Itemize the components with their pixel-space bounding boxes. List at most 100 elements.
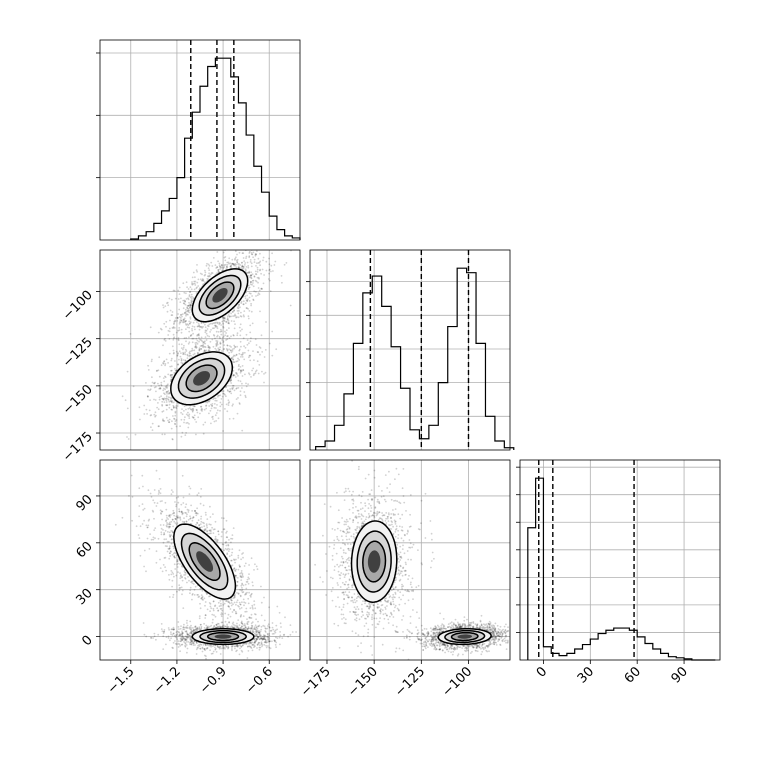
sample-point [243,615,245,617]
sample-point [174,360,176,362]
sample-point [223,252,225,254]
sample-point [198,519,200,521]
sample-point [154,489,156,491]
sample-point [250,303,252,305]
sample-point [169,392,171,394]
sample-point [150,414,152,416]
histogram-step-1 [316,268,514,450]
sample-point [170,530,172,532]
sample-point [136,525,138,527]
sample-point [167,362,169,364]
sample-point [236,398,238,400]
sample-point [255,265,257,267]
sample-point [169,331,171,333]
sample-point [225,321,227,323]
sample-point [146,413,148,415]
sample-point [185,304,187,306]
sample-point [191,330,193,332]
sample-point [260,273,262,275]
sample-point [230,542,232,544]
sample-point [232,564,234,566]
sample-point [227,548,229,550]
sample-point [239,549,241,551]
sample-point [244,374,246,376]
sample-point [180,314,182,316]
sample-point [182,362,184,364]
sample-point [145,636,147,638]
sample-point [191,288,193,290]
sample-point [199,413,201,415]
sample-point [194,415,196,417]
sample-point [176,332,178,334]
sample-point [264,243,266,245]
sample-point [156,407,158,409]
sample-point [172,519,174,521]
sample-point [250,271,252,273]
sample-point [190,286,192,288]
sample-point [165,530,167,532]
sample-point [266,270,268,272]
sample-point [236,247,238,249]
sample-point [239,604,241,606]
sample-point [243,604,245,606]
density-content [122,215,292,441]
sample-point [253,374,255,376]
sample-point [143,413,145,415]
sample-point [172,596,174,598]
sample-point [212,403,214,405]
histogram-panel-0 [96,40,300,240]
sample-point [185,432,187,434]
sample-point [191,302,193,304]
sample-point [192,333,194,335]
sample-point [239,327,241,329]
sample-point [195,524,197,526]
sample-point [188,355,190,357]
sample-point [159,399,161,401]
sample-point [213,532,215,534]
sample-point [183,410,185,412]
sample-point [240,302,242,304]
sample-point [166,397,168,399]
sample-point [234,602,236,604]
sample-point [138,505,140,507]
sample-point [271,331,273,333]
sample-point [202,347,204,349]
sample-point [252,273,254,275]
sample-point [223,528,225,530]
sample-point [251,614,253,616]
histogram-bin [372,276,381,450]
sample-point [169,366,171,368]
sample-point [221,404,223,406]
sample-point [240,356,242,358]
sample-point [206,278,208,280]
sample-point [226,410,228,412]
sample-point [182,502,184,504]
sample-point [165,326,167,328]
sample-point [206,518,208,520]
sample-point [247,579,249,581]
sample-point [224,613,226,615]
histogram-bin [231,77,239,240]
sample-point [186,582,188,584]
sample-point [199,326,201,328]
sample-point [187,576,189,578]
sample-point [242,356,244,358]
sample-point [213,610,215,612]
sample-point [219,266,221,268]
sample-point [243,345,245,347]
sample-point [173,353,175,355]
sample-point [127,371,129,373]
sample-point [168,541,170,543]
sample-point [208,530,210,532]
sample-point [192,580,194,582]
sample-point [276,606,278,608]
sample-point [181,593,183,595]
sample-point [255,253,257,255]
sample-point [202,522,204,524]
sample-point [257,267,259,269]
sample-point [257,294,259,296]
sample-point [210,410,212,412]
sample-point [215,536,217,538]
sample-point [148,489,150,491]
sample-point [223,549,225,551]
